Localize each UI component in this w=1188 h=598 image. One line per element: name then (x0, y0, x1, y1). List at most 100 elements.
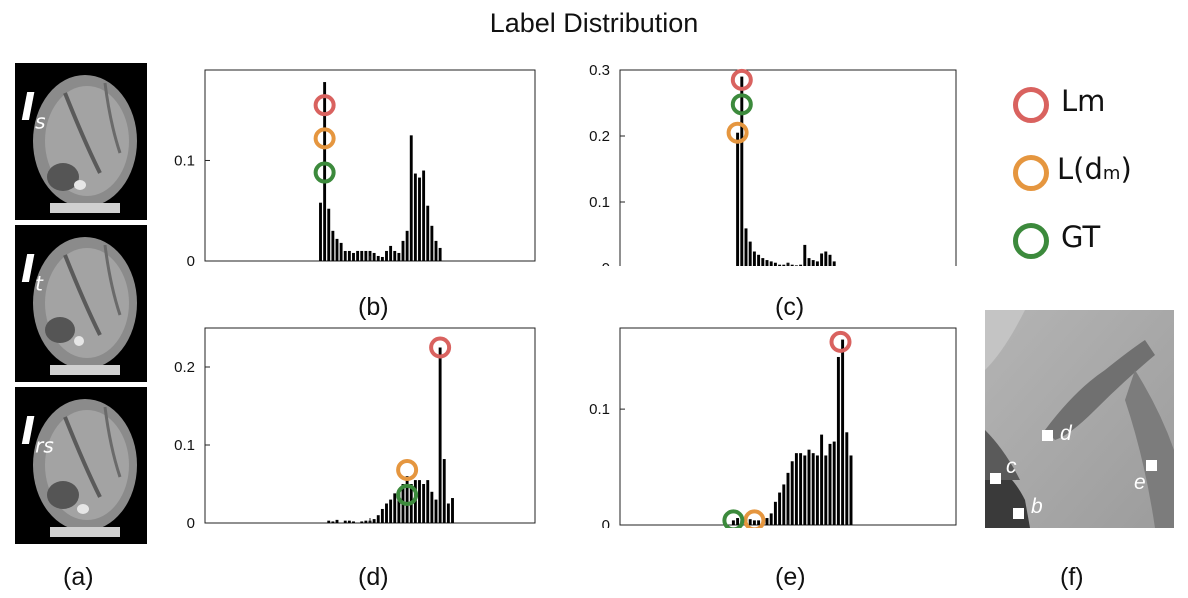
brain-slice-graphic (33, 399, 137, 537)
histogram-bar (418, 177, 421, 261)
histogram-bar (323, 82, 327, 261)
histogram-bar (773, 262, 777, 266)
histogram-bar (393, 493, 397, 523)
patch-graphic (985, 310, 1174, 528)
legend-label: Lm (1061, 84, 1106, 118)
figure-title: Label Distribution (489, 8, 699, 38)
histogram-bar (757, 254, 761, 266)
marker-ldm (313, 127, 336, 150)
y-tick-label: 0.3 (589, 62, 610, 79)
histogram-bar (803, 455, 807, 525)
histogram-bar (360, 250, 364, 261)
caption-c: (c) (775, 293, 805, 321)
caption-b: (b) (358, 293, 389, 321)
plot-frame (204, 327, 536, 524)
histogram-bar (368, 250, 372, 261)
histogram-bar (347, 250, 351, 261)
histogram-bar (811, 260, 815, 266)
histogram-bar (744, 228, 748, 266)
histogram-bar (811, 453, 815, 525)
mri-label: Irs (21, 409, 54, 458)
histogram-bar (389, 499, 393, 523)
legend-ring-icon (1013, 87, 1049, 123)
marker-lm (730, 68, 753, 91)
histogram-bar (376, 255, 380, 261)
histogram-bar (815, 261, 819, 266)
histogram-bar (451, 498, 454, 523)
histogram-bar (752, 251, 756, 266)
histogram-bar (380, 256, 384, 261)
histogram-bar (790, 264, 794, 266)
patch-point-e-marker (1146, 460, 1157, 471)
histogram-bar (372, 519, 376, 523)
histogram-bar (385, 503, 388, 523)
patch-point-c-marker (990, 473, 1001, 484)
patch-point-c-label: c (1006, 455, 1017, 478)
histogram-bar (828, 254, 832, 266)
marker-ldm (743, 509, 766, 528)
histogram-bar (356, 250, 360, 261)
histogram-bar (331, 230, 335, 261)
histogram-bar (765, 260, 769, 266)
marker-lm (429, 336, 452, 359)
histogram-bar (803, 244, 807, 266)
y-tick-label: 0 (187, 253, 195, 266)
histogram-bar (385, 250, 388, 261)
histogram-bar (335, 519, 339, 523)
marker-gt (730, 93, 753, 116)
legend-item-lm: Lm (1013, 84, 1183, 124)
y-tick-label: 0.1 (589, 194, 610, 211)
chart-panel-d: 408000.10.2 (174, 327, 536, 528)
histogram-bar (849, 455, 853, 525)
caption-e: (e) (775, 563, 806, 591)
histogram-bar (409, 135, 413, 261)
histogram-bar (765, 518, 769, 525)
histogram-bar (442, 459, 446, 523)
histogram-bar (748, 241, 752, 266)
histogram-bar (769, 261, 773, 266)
patch-point-b-label: b (1031, 495, 1043, 518)
histogram-bar (845, 432, 849, 525)
histogram-bar (761, 258, 765, 266)
histogram-bar (343, 250, 347, 261)
histogram-bar (824, 455, 828, 525)
histogram-bar (327, 208, 331, 261)
y-tick-label: 0.1 (589, 401, 610, 418)
y-tick-label: 0.2 (174, 359, 195, 376)
histogram-bar (397, 252, 401, 261)
mri-label: Is (21, 85, 46, 134)
y-tick-label: 0 (602, 517, 610, 528)
histogram-bar (343, 520, 347, 523)
histogram-bar (824, 251, 828, 266)
patch-point-d-marker (1042, 430, 1053, 441)
mri-image-target: It (15, 225, 147, 382)
histogram-bar (364, 520, 368, 523)
histogram-bar (807, 258, 811, 266)
histogram-bar (393, 250, 397, 261)
legend-ring-icon (1013, 155, 1049, 191)
histogram-bar (434, 240, 438, 261)
histogram-bar (778, 492, 782, 525)
histogram-bar (347, 520, 351, 523)
histogram-bar (372, 252, 376, 261)
brain-slice-graphic (33, 237, 137, 375)
histogram-bar (364, 250, 368, 261)
histogram-bar (769, 513, 773, 525)
chart-panel-e: 408000.1 (589, 327, 957, 528)
patch-point-d-label: d (1060, 422, 1072, 445)
brain-slice-graphic (33, 75, 137, 213)
histogram-bar (319, 202, 322, 261)
histogram-bar (380, 508, 384, 523)
histogram-bar (413, 173, 417, 261)
histogram-bar (430, 225, 434, 261)
histogram-bar (736, 518, 740, 525)
caption-d: (d) (358, 563, 389, 591)
histogram-bar (815, 455, 819, 525)
caption-a: (a) (63, 563, 94, 591)
patch-image: d c b e (985, 310, 1174, 528)
histogram-bar (422, 170, 426, 261)
chart-panel-b: 408000.1 (174, 69, 536, 266)
histogram-bar (401, 240, 405, 261)
legend-label: GT (1061, 220, 1101, 254)
histogram-bar (773, 501, 777, 525)
